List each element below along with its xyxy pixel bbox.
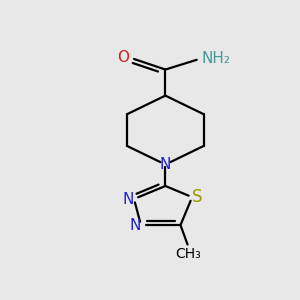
Text: N: N: [123, 191, 134, 206]
Text: S: S: [192, 188, 202, 206]
Text: N: N: [160, 157, 171, 172]
Text: NH₂: NH₂: [201, 51, 230, 66]
Text: O: O: [117, 50, 129, 65]
Text: N: N: [130, 218, 141, 232]
Text: CH₃: CH₃: [176, 248, 202, 261]
